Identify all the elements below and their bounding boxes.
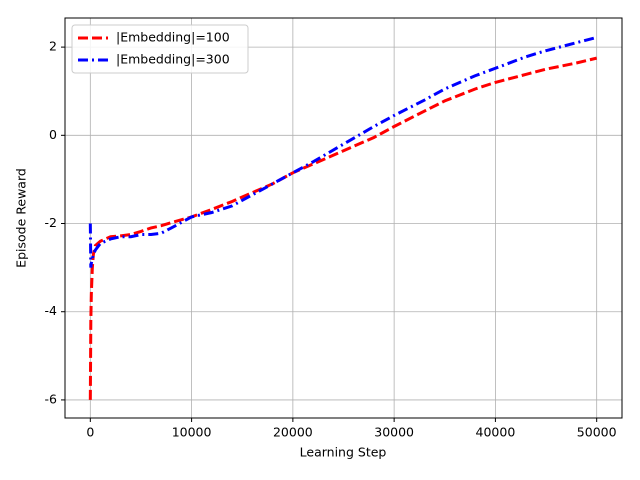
y-tick-label: -2 [45, 215, 57, 230]
y-axis-label: Episode Reward [14, 168, 29, 268]
x-tick-label: 20000 [273, 425, 313, 440]
x-axis-label: Learning Step [300, 445, 387, 460]
series-line [88, 35, 598, 268]
legend-box [71, 24, 249, 74]
y-tick-label: 0 [49, 127, 57, 142]
x-tick-label: 10000 [172, 425, 212, 440]
plot-frame [64, 17, 623, 419]
x-tick-label: 40000 [476, 425, 516, 440]
x-tick-label: 0 [86, 425, 94, 440]
x-tick-label: 30000 [374, 425, 414, 440]
y-tick-label: -6 [45, 391, 58, 406]
legend-label: |Embedding|=100 [116, 30, 230, 45]
y-tick-label: -4 [45, 303, 58, 318]
legend-label: |Embedding|=300 [116, 52, 230, 67]
x-tick-label: 50000 [577, 425, 617, 440]
y-tick-label: 2 [49, 39, 57, 54]
series-line [88, 56, 598, 400]
